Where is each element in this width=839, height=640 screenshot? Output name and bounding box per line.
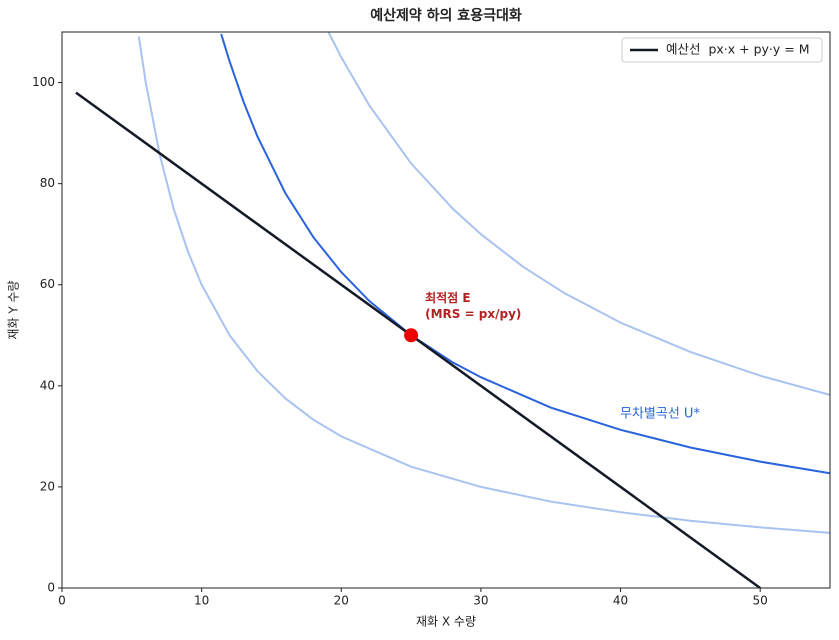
optimum-annotation: (MRS = px/py) [425,307,521,321]
series-line [327,32,830,396]
legend-box [621,37,823,63]
y-axis-label: 재화 Y 수량 [7,280,21,339]
y-tick-label: 80 [40,176,55,190]
x-tick-label: 40 [613,594,628,608]
y-tick-label: 0 [47,581,55,595]
x-tick-label: 10 [194,594,209,608]
x-tick-label: 30 [473,594,488,608]
plot-frame [61,31,831,589]
y-tick-label: 40 [40,378,55,392]
optimum-annotation: 최적점 E [425,290,471,305]
optimum-point [404,328,419,343]
x-tick-label: 0 [58,594,66,608]
x-tick-label: 20 [334,594,349,608]
x-axis-label: 재화 X 수량 [416,615,476,629]
series-line [75,91,761,588]
y-tick-label: 20 [40,479,55,493]
series-line [137,36,830,534]
chart-title: 예산제약 하의 효용극대화 [370,7,522,24]
plot-area [75,32,830,588]
y-tick-label: 60 [40,277,55,291]
legend-label: 예산선 px·x + py·y = M [666,42,809,57]
series-line [220,33,830,475]
y-tick-label: 100 [32,75,55,89]
curve-label: 무차별곡선 U* [620,407,700,422]
x-tick-label: 50 [753,594,768,608]
